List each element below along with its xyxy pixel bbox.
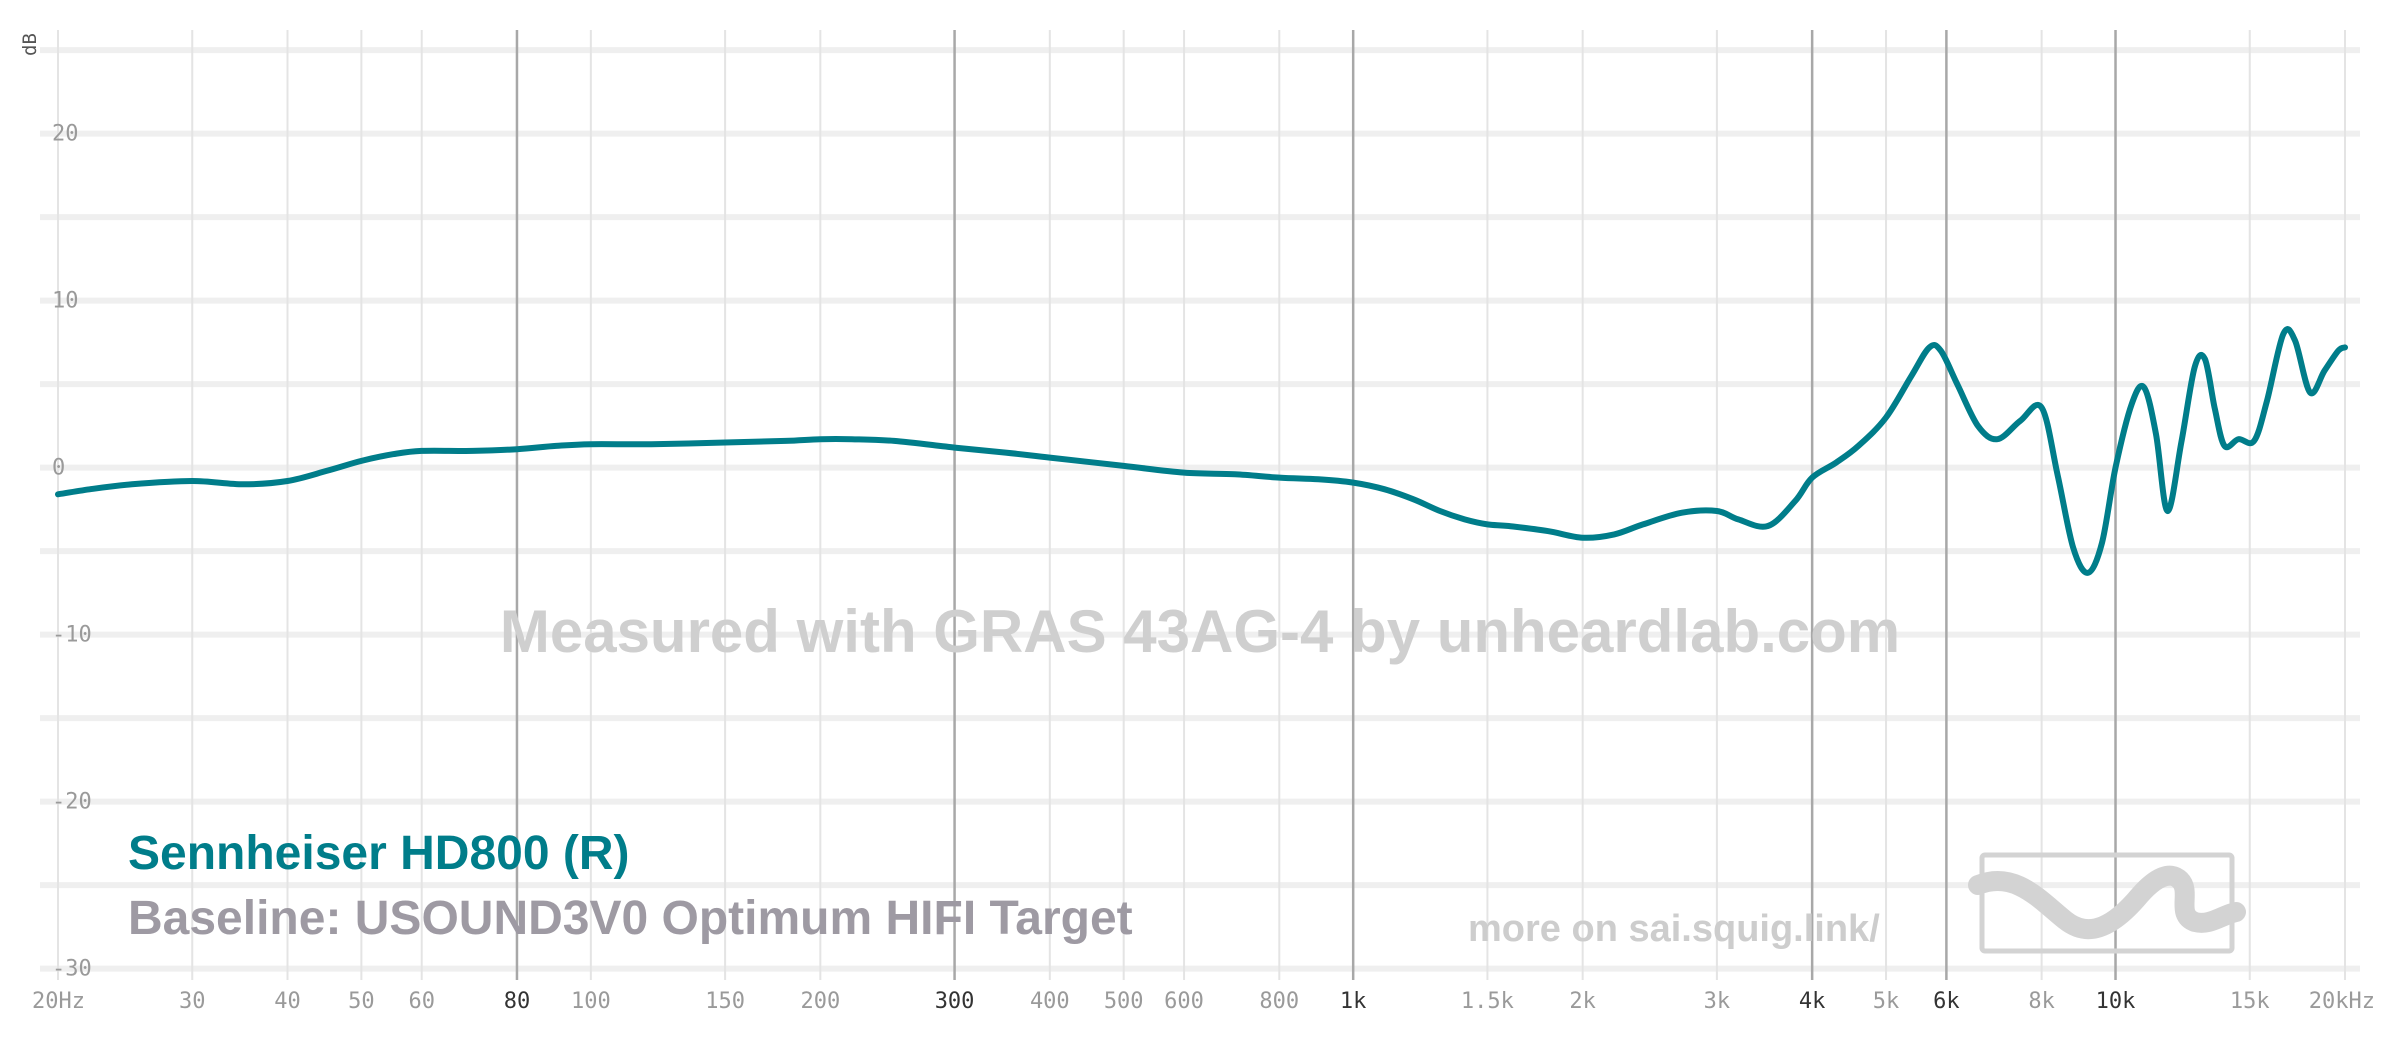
x-tick-label: 500	[1104, 989, 1144, 1014]
x-tick-label: 60	[408, 989, 435, 1014]
x-tick-label: 8k	[2028, 989, 2055, 1014]
x-tick-label: 80	[504, 989, 531, 1014]
x-tick-label: 100	[571, 989, 611, 1014]
horizontal-gridlines	[40, 47, 2360, 972]
x-tick-label: 400	[1030, 989, 1070, 1014]
x-tick-label: 10k	[2096, 989, 2136, 1014]
x-tick-label: 1k	[1340, 989, 1367, 1014]
x-tick-label: 600	[1164, 989, 1204, 1014]
measurement-watermark: Measured with GRAS 43AG-4 by unheardlab.…	[500, 598, 1900, 665]
x-tick-label: 4k	[1799, 989, 1826, 1014]
y-tick-label: -20	[52, 790, 92, 815]
series-line	[55, 326, 2348, 576]
legend-series-name: Sennheiser HD800 (R)	[128, 827, 630, 880]
y-tick-label: 0	[52, 456, 65, 481]
legend-baseline-name: Baseline: USOUND3V0 Optimum HIFI Target	[128, 892, 1133, 945]
x-tick-label: 20kHz	[2309, 989, 2375, 1014]
y-tick-label: -10	[52, 623, 92, 648]
x-tick-label: 5k	[1873, 989, 1900, 1014]
x-tick-label: 150	[705, 989, 745, 1014]
y-tick-label: -30	[52, 957, 92, 982]
y-axis-tick-labels: 20 10 0 -10 -20 -30	[52, 122, 92, 982]
x-tick-label: 40	[274, 989, 301, 1014]
x-tick-label: 50	[348, 989, 375, 1014]
x-tick-label: 2k	[1569, 989, 1596, 1014]
x-tick-label: 800	[1259, 989, 1299, 1014]
x-tick-label: 30	[179, 989, 206, 1014]
y-axis-unit-label: dB	[19, 33, 41, 56]
x-tick-label: 20Hz	[32, 989, 85, 1014]
squiglink-logo	[1968, 852, 2246, 954]
x-tick-label: 200	[800, 989, 840, 1014]
x-tick-label: 3k	[1704, 989, 1731, 1014]
x-tick-label: 6k	[1933, 989, 1960, 1014]
vertical-gridlines	[57, 30, 2346, 980]
y-tick-label: 10	[52, 289, 79, 314]
x-tick-label: 1.5k	[1461, 989, 1514, 1014]
series-layer	[55, 326, 2348, 576]
x-axis-tick-labels: 20Hz 30 40 50 60 80 100 150 200 300 400 500 600 800 1k…	[32, 989, 2375, 1014]
x-tick-label: 300	[935, 989, 975, 1014]
y-tick-label: 20	[52, 122, 79, 147]
site-link-text[interactable]: more on sai.squig.link/	[1468, 908, 1880, 950]
x-tick-label: 15k	[2230, 989, 2270, 1014]
